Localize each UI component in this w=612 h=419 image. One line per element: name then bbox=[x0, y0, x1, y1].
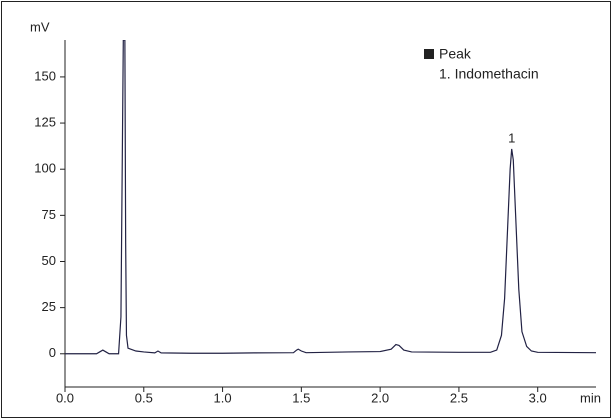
chromatogram-line bbox=[65, 40, 596, 355]
peak-label: 1 bbox=[508, 130, 515, 145]
y-tick-label: 100 bbox=[34, 161, 56, 176]
x-tick-label: 2.5 bbox=[450, 390, 468, 405]
legend-marker bbox=[424, 49, 434, 59]
x-tick-label: 2.0 bbox=[371, 390, 389, 405]
y-tick-label: 25 bbox=[42, 299, 56, 314]
x-axis-label: min bbox=[580, 390, 601, 405]
x-tick-label: 1.5 bbox=[292, 390, 310, 405]
y-tick-label: 150 bbox=[34, 68, 56, 83]
y-tick-label: 75 bbox=[42, 207, 56, 222]
legend-entry: 1. Indomethacin bbox=[439, 66, 539, 82]
y-tick-label: 125 bbox=[34, 114, 56, 129]
y-axis-label: mV bbox=[30, 19, 50, 34]
x-tick-label: 0.5 bbox=[135, 390, 153, 405]
y-tick-label: 0 bbox=[49, 345, 56, 360]
y-tick-label: 50 bbox=[42, 253, 56, 268]
x-tick-label: 0.0 bbox=[56, 390, 74, 405]
x-tick-label: 1.0 bbox=[214, 390, 232, 405]
x-tick-label: 3.0 bbox=[529, 390, 547, 405]
legend-title: Peak bbox=[439, 46, 472, 62]
